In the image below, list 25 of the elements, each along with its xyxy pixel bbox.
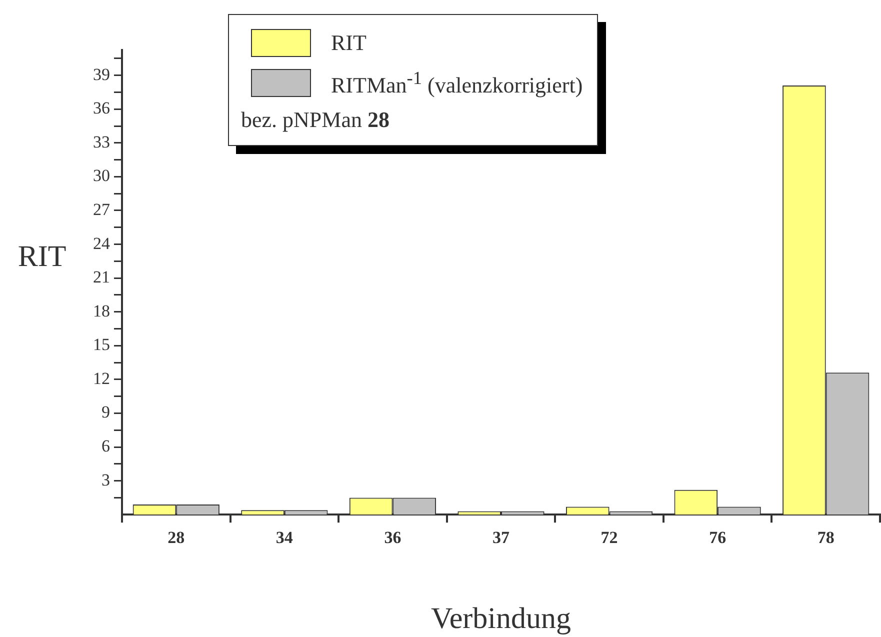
y-tick-label: 39 [93,64,110,84]
x-tick-label: 72 [600,528,618,548]
x-axis-title: Verbindung [431,602,571,635]
y-tick-label: 33 [93,132,110,152]
y-tick-label: 18 [93,301,110,320]
annotation: bez. pNPMan 28 [241,107,390,132]
y-tick-label: 24 [93,234,110,253]
x-tick-label: 37 [492,528,510,548]
x-tick-label: 36 [384,528,402,548]
y-tick-label: 9 [102,402,110,422]
y-tick-label: 36 [93,98,110,118]
y-axis-title: RIT [18,240,66,273]
y-tick-label: 15 [93,335,110,354]
y-tick-label: 30 [93,166,110,186]
y-tick-label: 3 [102,470,110,490]
legend-label: RIT [331,30,366,56]
y-tick-label: 21 [93,268,110,287]
x-tick-label: 76 [709,528,726,548]
y-tick-label: 6 [102,436,110,456]
y-tick-label: 27 [93,200,110,219]
legend-label: RITMan$^{-1}$ (valenzkorrigiert) [331,68,583,98]
x-tick-label: 34 [276,528,294,548]
y-tick-label: 12 [93,368,110,388]
x-tick-label: 78 [817,528,834,548]
x-tick-label: 28 [168,528,185,548]
